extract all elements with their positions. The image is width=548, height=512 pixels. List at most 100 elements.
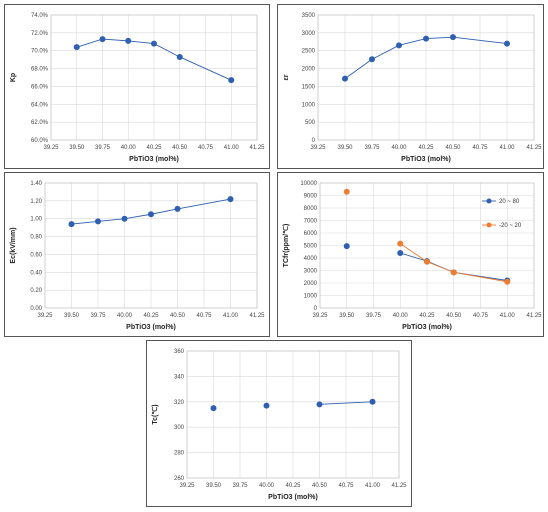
plot-area — [50, 14, 258, 141]
x-tick-label: 40.75 — [472, 145, 488, 151]
x-tick-label: 39.50 — [339, 313, 355, 319]
y-tick-label: 0.80 — [30, 235, 42, 241]
y-tick-label: 1.00 — [30, 217, 42, 223]
y-tick-label: 0.60 — [30, 252, 42, 258]
plot-area — [186, 350, 400, 479]
legend-swatch-marker — [486, 198, 492, 204]
series-line — [319, 401, 373, 405]
y-tick-label: 3000 — [302, 31, 316, 37]
data-point — [369, 56, 375, 63]
y-tick-label: 9000 — [304, 194, 318, 200]
y-tick-label: 66.0% — [31, 84, 49, 90]
y-axis-label: Ec(kV/mm) — [10, 227, 17, 263]
plot-area — [317, 14, 535, 141]
y-tick-label: 8000 — [304, 206, 318, 212]
data-point — [176, 53, 183, 60]
x-tick-label: 40.75 — [198, 145, 214, 151]
x-tick-label: 40.50 — [446, 313, 462, 319]
y-axis-label: Tc(℃) — [151, 404, 159, 424]
y-tick-label: 72.0% — [31, 31, 49, 37]
x-tick-label: 41.25 — [526, 145, 542, 151]
legend-label: -20 ~ 20 — [499, 223, 522, 229]
y-tick-label: 60.0% — [31, 138, 49, 144]
x-tick-label: 40.00 — [393, 313, 409, 319]
x-tick-label: 40.75 — [338, 483, 354, 489]
data-point — [95, 218, 101, 225]
x-tick-label: 40.50 — [312, 483, 328, 489]
x-tick-label: 40.50 — [170, 313, 186, 319]
x-tick-label: 40.50 — [172, 145, 188, 151]
x-tick-label: 39.25 — [179, 483, 195, 489]
y-tick-label: 0.00 — [30, 306, 42, 312]
x-tick-label: 39.50 — [64, 313, 80, 319]
data-point — [73, 44, 80, 51]
plot-area — [44, 182, 258, 309]
x-tick-label: 40.75 — [196, 313, 212, 319]
chart-tc: 39.25 39.50 39.75 40.00 40.25 40.50 40.75 41.00… — [146, 340, 412, 507]
data-point — [343, 188, 350, 195]
chart-kp: 39.25 39.50 39.75 40.00 40.25 40.50 40.75 41.00… — [4, 4, 270, 169]
data-point — [148, 211, 154, 218]
y-tick-label: 1000 — [304, 294, 318, 300]
y-tick-label: 320 — [174, 400, 185, 406]
x-tick-label: 41.25 — [526, 313, 542, 319]
y-tick-label: 500 — [305, 120, 316, 126]
chart-tcfr-svg: 39.25 39.50 39.75 40.00 40.25 40.50 40.75 41.00… — [282, 181, 542, 331]
legend-label: 20 ~ 80 — [499, 199, 520, 205]
data-point — [397, 250, 404, 256]
series-line — [399, 243, 508, 283]
y-tick-label: 0 — [312, 138, 316, 144]
x-tick-label: 39.75 — [364, 145, 380, 151]
data-point — [99, 36, 106, 43]
chart-kp-svg: 39.25 39.50 39.75 40.00 40.25 40.50 40.75 41.00… — [10, 13, 265, 163]
y-tick-label: 3000 — [304, 269, 318, 275]
x-axis-label: PbTiO3 (mol%) — [268, 494, 318, 501]
legend-swatch-marker — [486, 222, 492, 228]
data-point — [316, 401, 323, 408]
series-line — [76, 38, 232, 81]
y-tick-label: 300 — [174, 425, 185, 431]
y-tick-label: 3500 — [302, 13, 316, 19]
data-point — [396, 42, 402, 49]
y-tick-label: 10000 — [300, 181, 317, 187]
y-tick-label: 1.40 — [30, 181, 42, 187]
x-tick-label: 40.75 — [473, 313, 489, 319]
y-tick-label: 7000 — [304, 219, 318, 225]
y-tick-label: 1.20 — [30, 199, 42, 205]
chart-er-svg: 39.25 39.50 39.75 40.00 40.25 40.50 40.75 41.00… — [283, 13, 542, 163]
data-point — [450, 34, 456, 41]
x-tick-label: 39.25 — [37, 313, 53, 319]
data-point — [504, 278, 511, 285]
data-point — [397, 240, 404, 247]
x-tick-label: 39.75 — [90, 313, 106, 319]
y-axis-label: εr — [283, 74, 290, 80]
data-point — [504, 40, 510, 47]
x-axis-label: PbTiO3 (mol%) — [401, 156, 451, 163]
y-tick-label: 6000 — [304, 231, 318, 237]
data-point — [228, 77, 235, 84]
y-tick-label: 260 — [174, 476, 185, 482]
data-point — [151, 40, 157, 47]
series-line — [71, 198, 231, 225]
y-tick-label: 1500 — [302, 84, 316, 90]
x-tick-label: 40.00 — [121, 145, 137, 151]
series-line — [344, 36, 508, 79]
x-tick-label: 40.25 — [418, 145, 434, 151]
x-tick-label: 41.00 — [365, 483, 381, 489]
x-tick-label: 40.00 — [259, 483, 275, 489]
x-tick-label: 40.00 — [391, 145, 407, 151]
x-axis-label: PbTiO3 (mol%) — [129, 156, 179, 163]
x-tick-label: 40.00 — [117, 313, 133, 319]
y-tick-label: 74.0% — [31, 13, 49, 19]
y-tick-label: 0.20 — [30, 288, 42, 294]
x-tick-label: 41.25 — [249, 313, 265, 319]
chart-ec-svg: 39.25 39.50 39.75 40.00 40.25 40.50 40.75 41.00… — [10, 181, 265, 331]
x-tick-label: 41.25 — [249, 145, 265, 151]
chart-er: 39.25 39.50 39.75 40.00 40.25 40.50 40.75 41.00… — [277, 4, 544, 169]
data-point — [68, 221, 75, 228]
y-tick-label: 4000 — [304, 256, 318, 262]
x-axis-label: PbTiO3 (mol%) — [402, 324, 452, 331]
data-point — [227, 196, 234, 203]
x-tick-label: 39.75 — [366, 313, 382, 319]
data-point — [210, 405, 217, 412]
